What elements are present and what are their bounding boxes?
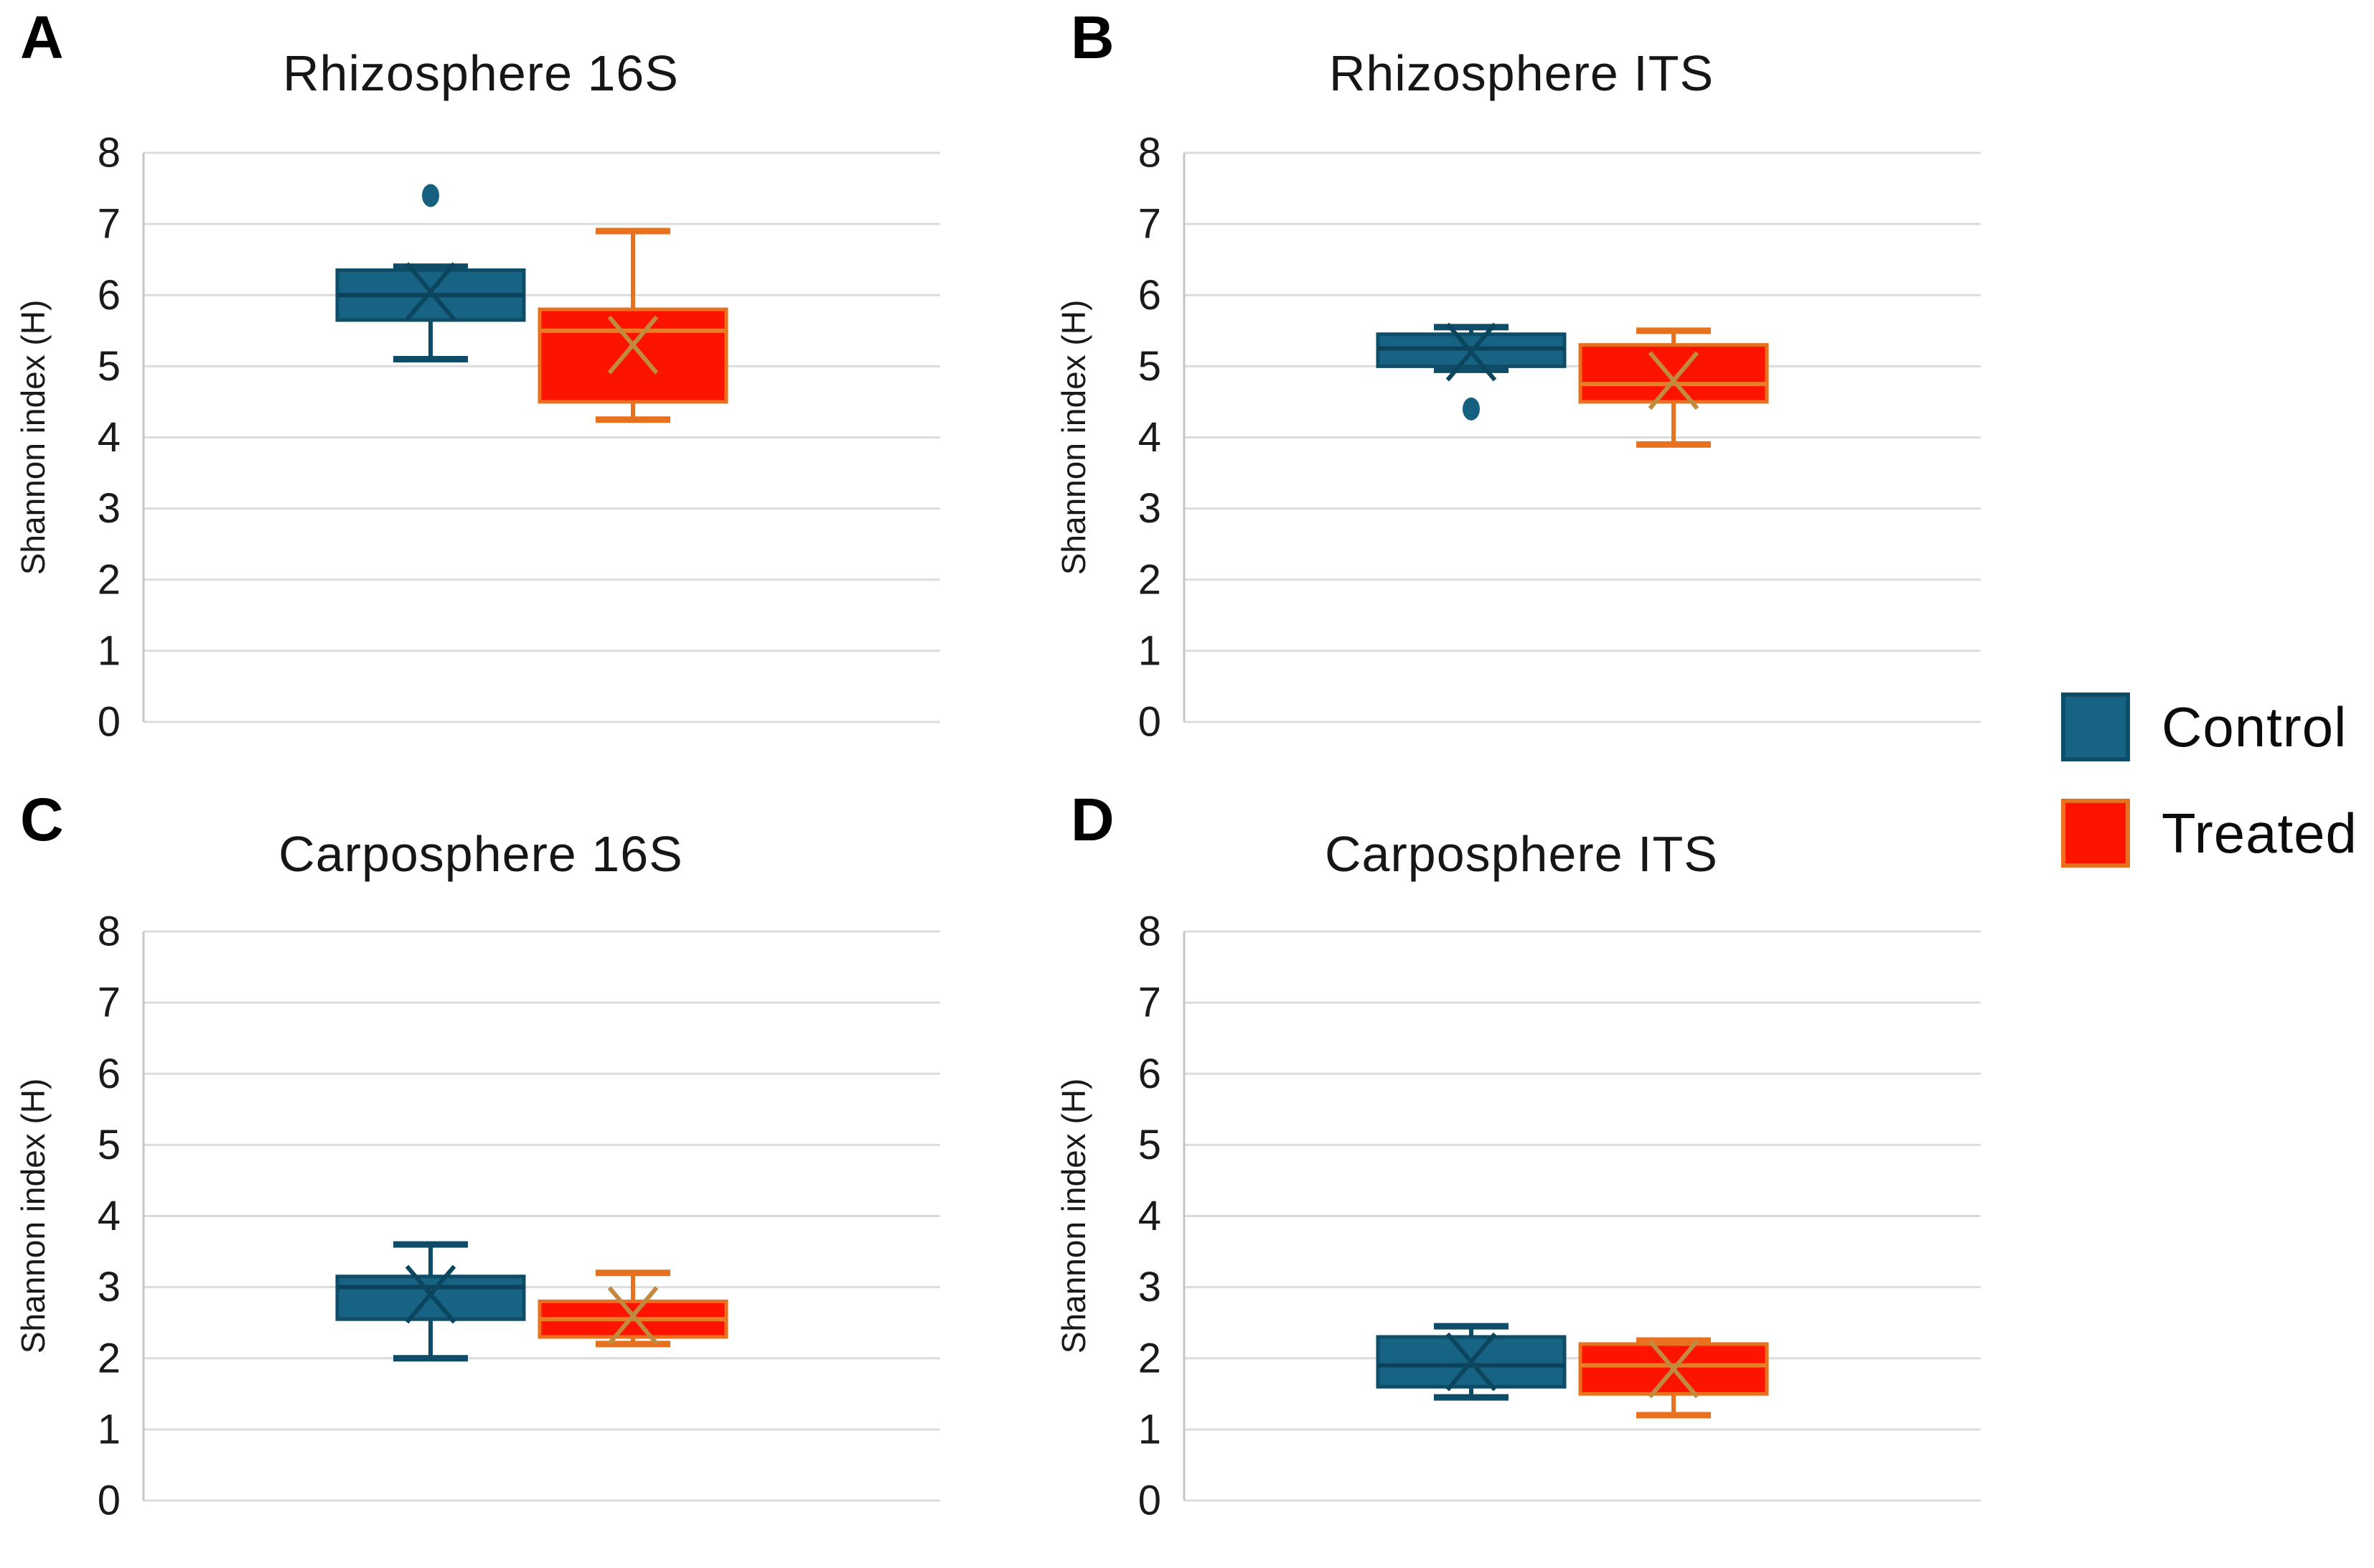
y-axis-label: Shannon index (H) xyxy=(14,1079,52,1354)
box-treated xyxy=(538,227,728,423)
box-treated xyxy=(1578,1337,1769,1419)
mean-x-marker xyxy=(1445,1332,1497,1391)
y-tick-label: 8 xyxy=(1138,130,1161,177)
y-tick-label: 1 xyxy=(1138,1406,1161,1452)
panel-title-a: Rhizosphere 16S xyxy=(283,45,679,101)
y-tick-label: 5 xyxy=(98,343,121,390)
mean-x-marker xyxy=(1445,322,1497,382)
outlier-point xyxy=(1463,397,1480,421)
y-tick-label: 0 xyxy=(98,1478,121,1524)
y-tick-label: 4 xyxy=(98,414,121,461)
treated-swatch xyxy=(2061,799,2130,868)
panel-letter-a: A xyxy=(20,4,64,71)
box-treated xyxy=(538,1269,728,1348)
y-tick-label: 2 xyxy=(1138,556,1161,603)
y-tick-label: 6 xyxy=(1138,272,1161,319)
y-tick-label: 5 xyxy=(98,1122,121,1168)
mean-x-marker xyxy=(607,1286,659,1346)
panel-title-c: Carposphere 16S xyxy=(278,826,683,882)
y-tick-label: 0 xyxy=(1138,1478,1161,1524)
legend-row-treated: Treated xyxy=(2061,799,2357,868)
y-tick-label: 2 xyxy=(98,1335,121,1381)
y-axis-label: Shannon index (H) xyxy=(1055,300,1092,576)
y-tick-label: 4 xyxy=(1138,1193,1161,1239)
y-tick-label: 8 xyxy=(98,909,121,955)
outlier-point xyxy=(422,184,439,207)
y-tick-label: 3 xyxy=(1138,1264,1161,1310)
y-tick-label: 7 xyxy=(1138,201,1161,248)
box-control xyxy=(335,1241,526,1362)
y-axis-label: Shannon index (H) xyxy=(1055,1079,1092,1354)
y-tick-label: 3 xyxy=(98,1264,121,1310)
box-control xyxy=(335,184,526,362)
y-tick-label: 6 xyxy=(98,272,121,319)
y-tick-label: 1 xyxy=(98,1406,121,1452)
y-tick-label: 1 xyxy=(98,627,121,674)
mean-x-marker xyxy=(405,262,456,321)
boxplot-carposphere-its: 0 1 2 3 4 5 6 7 8 Shannon index (H) xyxy=(1055,909,1981,1524)
y-tick-label: 8 xyxy=(98,130,121,177)
panel-letter-d: D xyxy=(1071,786,1115,853)
y-tick-label: 1 xyxy=(1138,627,1161,674)
y-tick-label: 7 xyxy=(98,201,121,248)
legend-label-treated: Treated xyxy=(2162,801,2357,865)
box-treated xyxy=(1578,327,1769,448)
y-tick-label: 2 xyxy=(1138,1335,1161,1381)
y-tick-label: 0 xyxy=(98,699,121,746)
legend-row-control: Control xyxy=(2061,693,2357,761)
boxplot-rhizosphere-its: 0 1 2 3 4 5 6 7 8 Shannon index (H) xyxy=(1055,130,1981,746)
mean-x-marker xyxy=(405,1264,456,1324)
y-tick-label: 3 xyxy=(1138,485,1161,532)
box-control xyxy=(1376,322,1567,421)
y-tick-label: 0 xyxy=(1138,699,1161,746)
control-swatch xyxy=(2061,693,2130,761)
y-tick-label: 6 xyxy=(1138,1051,1161,1097)
y-tick-label: 6 xyxy=(98,1051,121,1097)
y-tick-label: 8 xyxy=(1138,909,1161,955)
boxplot-rhizosphere-16s: 0 1 2 3 4 5 6 7 8 Shannon index (H) xyxy=(14,130,940,746)
y-tick-label: 4 xyxy=(98,1193,121,1239)
panel-title-b: Rhizosphere ITS xyxy=(1328,45,1714,101)
mean-x-marker xyxy=(1648,1339,1699,1399)
y-tick-label: 7 xyxy=(1138,980,1161,1026)
y-tick-label: 5 xyxy=(1138,1122,1161,1168)
boxplot-carposphere-16s: 0 1 2 3 4 5 6 7 8 Shannon index (H) xyxy=(14,909,940,1524)
panel-title-d: Carposphere ITS xyxy=(1324,826,1719,882)
y-axis-label: Shannon index (H) xyxy=(14,300,52,576)
y-tick-label: 5 xyxy=(1138,343,1161,390)
panel-letter-b: B xyxy=(1071,4,1115,71)
y-tick-label: 7 xyxy=(98,980,121,1026)
y-tick-label: 2 xyxy=(98,556,121,603)
y-tick-label: 3 xyxy=(98,485,121,532)
legend-label-control: Control xyxy=(2162,695,2347,759)
panel-letter-c: C xyxy=(20,786,64,853)
mean-x-marker xyxy=(607,315,659,375)
y-tick-label: 4 xyxy=(1138,414,1161,461)
legend: Control Treated xyxy=(2061,693,2357,905)
box-control xyxy=(1376,1323,1567,1401)
mean-x-marker xyxy=(1648,351,1699,410)
